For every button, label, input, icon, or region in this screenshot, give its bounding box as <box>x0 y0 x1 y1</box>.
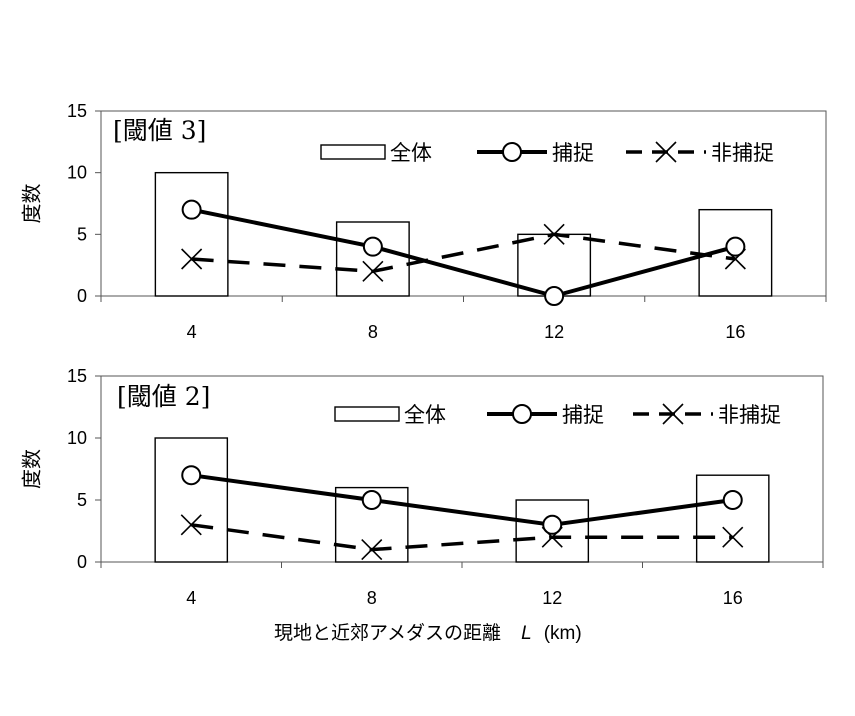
x-marker-stroke <box>362 260 384 282</box>
point-marker-x <box>543 223 565 245</box>
threshold-annotation: [閾値 3] <box>113 116 206 145</box>
point-marker-circle <box>722 490 743 510</box>
x-axis-label-unit: (km) <box>544 623 582 644</box>
x-marker-stroke <box>543 223 565 245</box>
x-tick-label: 8 <box>368 322 378 342</box>
y-tick-label: 0 <box>77 552 87 572</box>
point-marker-x <box>361 539 383 561</box>
x-axis-label-text: 現地と近郊アメダスの距離 <box>274 622 501 644</box>
bar <box>154 437 229 563</box>
y-tick-label: 5 <box>77 224 87 244</box>
legend-label: 全体 <box>404 403 446 427</box>
x-marker-stroke <box>181 248 203 270</box>
legend-marker-circle <box>502 142 522 162</box>
y-tick-label: 15 <box>67 101 87 121</box>
x-marker-stroke <box>361 539 383 561</box>
x-tick-label: 12 <box>544 322 564 342</box>
legend-label: 捕捉 <box>562 403 604 427</box>
series-line-captured <box>191 207 736 298</box>
legend-marker-x <box>655 141 677 163</box>
point-marker-x <box>722 526 744 548</box>
y-tick-label: 10 <box>67 163 87 183</box>
legend-swatch-bar <box>334 406 400 422</box>
legend: 全体 捕捉 非捕捉 <box>334 403 781 427</box>
threshold-annotation: [閾値 2] <box>117 382 210 411</box>
point-marker-circle <box>361 490 382 510</box>
x-tick-label: 8 <box>367 588 377 608</box>
legend-label: 非捕捉 <box>718 403 781 427</box>
y-tick-label: 10 <box>67 428 87 448</box>
x-marker-stroke <box>541 526 563 548</box>
point-marker-x <box>724 248 746 270</box>
x-axis-label-var: L <box>521 623 532 644</box>
y-tick-label: 0 <box>77 286 87 306</box>
legend-marker-x <box>662 403 684 425</box>
bar <box>154 171 229 297</box>
legend: 全体 捕捉 非捕捉 <box>320 141 774 165</box>
point-marker-x <box>541 526 563 548</box>
y-axis-label: 度数 <box>20 184 44 224</box>
legend-label: 非捕捉 <box>711 141 774 165</box>
point-marker-circle <box>725 236 746 257</box>
y-axis-label: 度数 <box>20 449 44 489</box>
x-axis-label: 現地と近郊アメダスの距離 L (km) <box>274 622 582 644</box>
point-marker-circle <box>181 465 202 486</box>
point-marker-x <box>181 248 203 270</box>
point-marker-circle <box>181 199 202 220</box>
chart-panel-1: 0 5 10 15 4 8 12 16 度数 [閾値 3] 全体 捕捉 非捕捉 <box>20 101 827 342</box>
x-tick-label: 16 <box>725 322 745 342</box>
y-tick-label: 15 <box>67 366 87 386</box>
x-tick-label: 12 <box>542 588 562 608</box>
y-tick-label: 5 <box>77 490 87 510</box>
x-tick-label: 16 <box>723 588 743 608</box>
bar <box>335 221 410 297</box>
series-line-not-captured <box>191 523 733 552</box>
point-marker-circle <box>542 514 563 535</box>
point-marker-x <box>180 514 202 536</box>
point-marker-circle <box>362 236 383 257</box>
series-line-not-captured <box>191 232 736 274</box>
x-tick-label: 4 <box>187 322 197 342</box>
point-marker-circle <box>544 286 565 306</box>
x-marker-stroke <box>722 526 744 548</box>
legend-label: 全体 <box>390 141 432 165</box>
x-marker-stroke <box>655 141 677 163</box>
x-marker-stroke <box>724 248 746 270</box>
bar <box>695 474 770 563</box>
point-marker-x <box>362 260 384 282</box>
series-line-captured <box>190 473 734 527</box>
legend-swatch-bar <box>320 144 386 160</box>
legend-label: 捕捉 <box>552 141 594 165</box>
bar <box>517 233 592 297</box>
x-tick-label: 4 <box>186 588 196 608</box>
x-marker-stroke <box>662 403 684 425</box>
x-marker-stroke <box>180 514 202 536</box>
chart-panel-2: 0 5 10 15 4 8 12 16 度数 [閾値 2] 全体 捕捉 非捕捉 <box>20 366 824 608</box>
legend-marker-circle <box>512 404 532 424</box>
